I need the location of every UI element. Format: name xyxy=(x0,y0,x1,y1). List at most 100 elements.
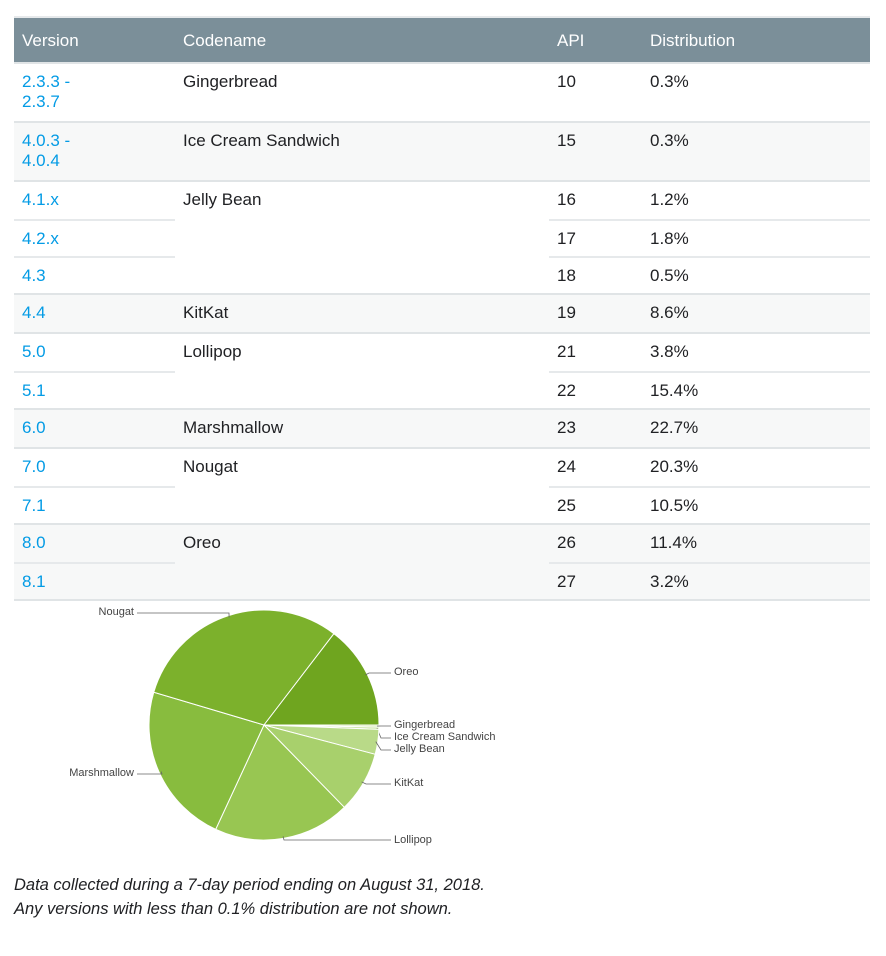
distribution-table: Version Codename API Distribution 2.3.3 … xyxy=(14,16,870,601)
table-body: 2.3.3 - 2.3.7 Gingerbread 10 0.3% 4.0.3 - 4.… xyxy=(14,62,870,601)
table-row: 6.0 xyxy=(14,410,175,447)
table-row: 4.1.x xyxy=(14,182,175,219)
api-cell: 21 xyxy=(557,342,576,361)
table-group: 8.0 8.1 Oreo 26 11.4% 27 3.2% xyxy=(14,525,870,601)
api-cell: 15 xyxy=(557,131,576,150)
distribution-cell: 1.2% xyxy=(650,190,689,209)
distribution-cell: 0.3% xyxy=(650,72,689,91)
version-link[interactable]: 2.3.3 - 2.3.7 xyxy=(22,72,71,111)
api-cell: 10 xyxy=(557,72,576,91)
table-row: 4.3 xyxy=(14,256,175,293)
api-cell: 23 xyxy=(557,418,576,437)
table-group: 7.0 7.1 Nougat 24 20.3% 25 10.5% xyxy=(14,449,870,525)
distribution-cell: 0.5% xyxy=(650,266,689,285)
header-distribution: Distribution xyxy=(650,31,736,50)
table-row: 21 3.8% xyxy=(549,334,870,371)
codename-cell: Jelly Bean xyxy=(183,190,262,209)
version-link[interactable]: 4.0.3 - 4.0.4 xyxy=(22,131,71,170)
header-api: API xyxy=(557,31,585,50)
table-row: 24 20.3% xyxy=(549,449,870,486)
api-cell: 18 xyxy=(557,266,576,285)
table-group: 2.3.3 - 2.3.7 Gingerbread 10 0.3% xyxy=(14,64,870,123)
api-cell: 17 xyxy=(557,229,576,248)
distribution-pie-chart: Gingerbread Ice Cream Sandwich Jelly Bean K… xyxy=(14,590,574,860)
codename-cell: KitKat xyxy=(183,303,229,322)
table-header: Version Codename API Distribution xyxy=(14,16,870,62)
distribution-cell: 1.8% xyxy=(650,229,689,248)
table-group: 4.0.3 - 4.0.4 Ice Cream Sandwich 15 0.3% xyxy=(14,123,870,182)
header-codename: Codename xyxy=(183,31,267,50)
distribution-cell: 22.7% xyxy=(650,418,699,437)
pie-label: Gingerbread xyxy=(394,719,455,731)
version-link[interactable]: 8.0 xyxy=(22,533,46,552)
pie-label: Jelly Bean xyxy=(394,743,445,755)
version-link[interactable]: 7.0 xyxy=(22,457,46,476)
api-cell: 26 xyxy=(557,533,576,552)
version-link[interactable]: 6.0 xyxy=(22,418,46,437)
codename-cell: Nougat xyxy=(183,457,238,476)
table-row: 5.1 xyxy=(14,371,175,408)
pie-label: Marshmallow xyxy=(69,767,134,779)
table-row: 7.0 xyxy=(14,449,175,486)
table-row: 4.2.x xyxy=(14,219,175,256)
codename-cell: Gingerbread xyxy=(183,72,278,91)
api-cell: 27 xyxy=(557,572,576,591)
api-cell: 19 xyxy=(557,303,576,322)
pie-leader-line xyxy=(365,672,391,676)
pie-leader-line xyxy=(375,741,391,751)
pie-leader-line xyxy=(137,612,230,618)
table-row: 8.0 xyxy=(14,525,175,562)
version-link[interactable]: 7.1 xyxy=(22,496,46,515)
version-link[interactable]: 5.0 xyxy=(22,342,46,361)
pie-leader-line xyxy=(361,781,391,785)
table-row: 16 1.2% xyxy=(549,182,870,219)
table-row: 2.3.3 - 2.3.7 xyxy=(14,64,175,121)
distribution-cell: 8.6% xyxy=(650,303,689,322)
table-row: 8.1 xyxy=(14,562,175,599)
header-version: Version xyxy=(22,31,79,50)
pie-label: Ice Cream Sandwich xyxy=(394,731,496,743)
version-link[interactable]: 8.1 xyxy=(22,572,46,591)
distribution-cell: 3.2% xyxy=(650,572,689,591)
codename-cell: Marshmallow xyxy=(183,418,284,437)
version-link[interactable]: 4.4 xyxy=(22,303,46,322)
distribution-cell: 0.3% xyxy=(650,131,689,150)
pie-label: Lollipop xyxy=(394,834,432,846)
table-row: 22 15.4% xyxy=(549,371,870,408)
table-group: 4.1.x 4.2.x 4.3 Jelly Bean 16 1.2% 17 1.8% 18 0.5… xyxy=(14,182,870,295)
table-row: 5.0 xyxy=(14,334,175,371)
table-row: 23 22.7% xyxy=(549,410,870,447)
pie-slice-nougat xyxy=(153,609,335,726)
version-link[interactable]: 5.1 xyxy=(22,381,46,400)
api-cell: 22 xyxy=(557,381,576,400)
distribution-cell: 11.4% xyxy=(650,533,697,552)
table-row: 15 0.3% xyxy=(549,123,870,180)
api-cell: 16 xyxy=(557,190,576,209)
pie-leader-line xyxy=(282,836,391,841)
version-link[interactable]: 4.2.x xyxy=(22,229,59,248)
api-cell: 24 xyxy=(557,457,576,476)
table-row: 25 10.5% xyxy=(549,486,870,523)
distribution-cell: 3.8% xyxy=(650,342,689,361)
table-group: 4.4 KitKat 19 8.6% xyxy=(14,295,870,334)
pie-label: KitKat xyxy=(394,777,423,789)
codename-cell: Ice Cream Sandwich xyxy=(183,131,340,150)
table-row: 27 3.2% xyxy=(549,562,870,599)
table-group: 6.0 Marshmallow 23 22.7% xyxy=(14,410,870,449)
table-row: 18 0.5% xyxy=(549,256,870,293)
pie-slice-marshmallow xyxy=(148,691,265,831)
table-row: 10 0.3% xyxy=(549,64,870,121)
codename-cell: Lollipop xyxy=(183,342,242,361)
version-link[interactable]: 4.3 xyxy=(22,266,46,285)
pie-label: Oreo xyxy=(394,666,418,678)
pie-leader-line xyxy=(137,771,163,775)
footnote-line-2: Any versions with less than 0.1% distrib… xyxy=(14,900,453,918)
table-row: 4.0.3 - 4.0.4 xyxy=(14,123,175,180)
version-link[interactable]: 4.1.x xyxy=(22,190,59,209)
pie-label: Nougat xyxy=(99,606,134,618)
table-row: 19 8.6% xyxy=(549,295,870,332)
table-group: 5.0 5.1 Lollipop 21 3.8% 22 15.4% xyxy=(14,334,870,410)
table-row: 4.4 xyxy=(14,295,175,332)
table-row: 17 1.8% xyxy=(549,219,870,256)
